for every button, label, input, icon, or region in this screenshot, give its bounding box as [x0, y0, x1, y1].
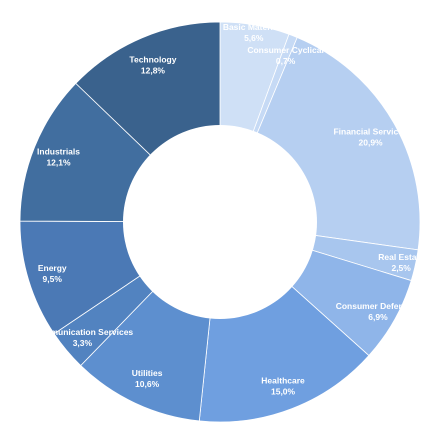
- donut-labels: Basic Materials 5,6%Consumer Cyclical 0,7%…: [32, 22, 425, 396]
- slice-value: 9,5%: [43, 274, 63, 284]
- slice-name: Basic Materials: [223, 22, 285, 32]
- slice-label-energy: Energy 9,5%: [38, 263, 67, 284]
- slice-name: Industrials: [37, 147, 80, 157]
- slice-name: Technology: [129, 55, 176, 65]
- slice-name: Healthcare: [261, 376, 305, 386]
- slice-label-technology: Technology 12,8%: [129, 55, 176, 76]
- slice-value: 2,5%: [391, 263, 411, 273]
- slice-name: Energy: [38, 263, 67, 273]
- slice-label-consumer-cyclical: Consumer Cyclical 0,7%: [247, 45, 324, 66]
- slice-label-real-estate: Real Estate 2,5%: [378, 252, 424, 273]
- slice-name: Utilities: [132, 368, 163, 378]
- slice-value: 10,6%: [135, 379, 160, 389]
- slice-label-consumer-defensive: Consumer Defensive 6,9%: [336, 301, 421, 322]
- slice-value: 3,3%: [73, 338, 93, 348]
- slice-label-utilities: Utilities 10,6%: [132, 368, 163, 389]
- slice-label-financial-services: Financial Services 20,9%: [333, 126, 407, 147]
- slice-value: 12,8%: [141, 66, 166, 76]
- slice-label-basic-materials: Basic Materials 5,6%: [223, 22, 285, 43]
- slice-name: Real Estate: [378, 252, 424, 262]
- slice-value: 20,9%: [359, 137, 384, 147]
- slice-label-healthcare: Healthcare 15,0%: [261, 376, 305, 397]
- slice-label-communication-services: Communication Services 3,3%: [32, 327, 134, 348]
- slice-value: 6,9%: [368, 312, 388, 322]
- slice-value: 15,0%: [271, 387, 296, 397]
- slice-label-industrials: Industrials 12,1%: [37, 147, 80, 168]
- slice-name: Consumer Defensive: [336, 301, 421, 311]
- donut-hole: [123, 125, 317, 319]
- slice-value: 5,6%: [244, 33, 264, 43]
- slice-name: Financial Services: [333, 126, 407, 136]
- slice-value: 0,7%: [276, 56, 296, 66]
- slice-name: Consumer Cyclical: [247, 45, 324, 55]
- slice-name: Communication Services: [32, 327, 134, 337]
- slice-value: 12,1%: [46, 158, 71, 168]
